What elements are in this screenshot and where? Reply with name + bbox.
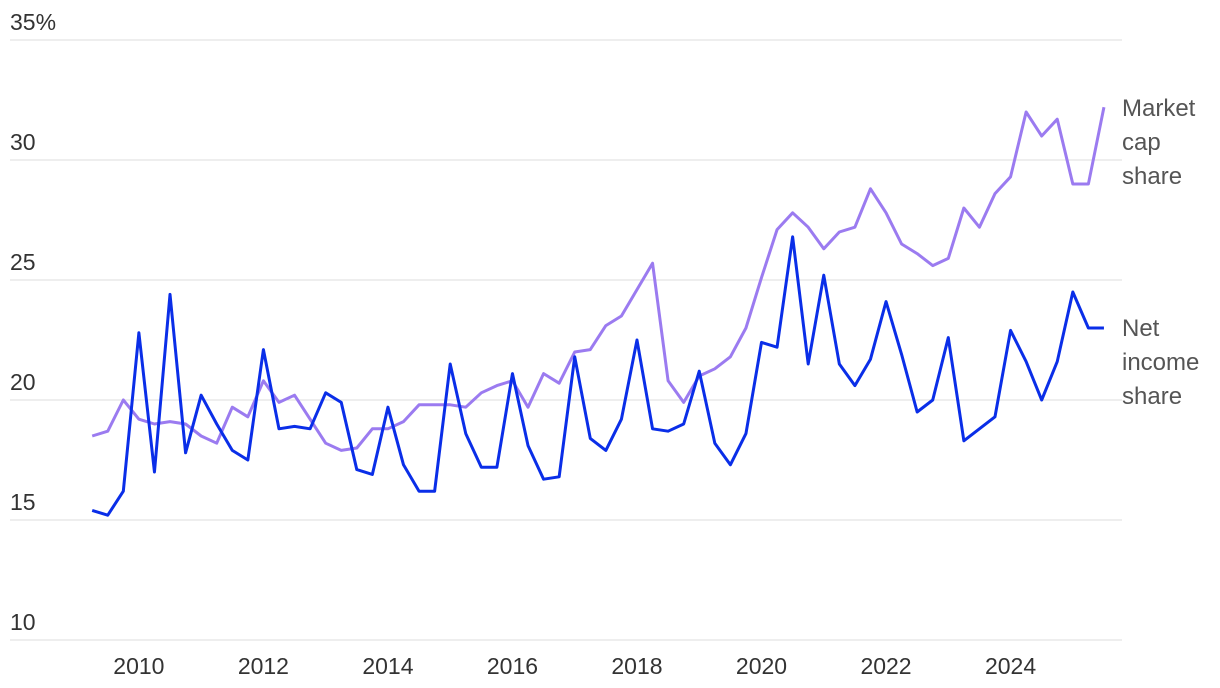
y-tick-label: 25 (10, 249, 36, 275)
x-tick-label: 2010 (113, 653, 164, 679)
y-tick-label: 20 (10, 369, 36, 395)
x-tick-label: 2022 (860, 653, 911, 679)
series-label: Net income share (1122, 315, 1200, 410)
x-tick-label: 2024 (985, 653, 1036, 679)
y-tick-label: 30 (10, 129, 36, 155)
y-tick-label: 15 (10, 489, 36, 515)
series-label: Market cap share (1122, 95, 1196, 190)
x-tick-label: 2020 (736, 653, 787, 679)
x-tick-label: 2014 (362, 653, 413, 679)
y-tick-label: 10 (10, 609, 36, 635)
x-tick-label: 2016 (487, 653, 538, 679)
x-tick-label: 2012 (238, 653, 289, 679)
series-line (91, 235, 1104, 517)
x-tick-label: 2018 (611, 653, 662, 679)
y-tick-label: 35% (10, 9, 56, 35)
series-line (91, 106, 1106, 452)
